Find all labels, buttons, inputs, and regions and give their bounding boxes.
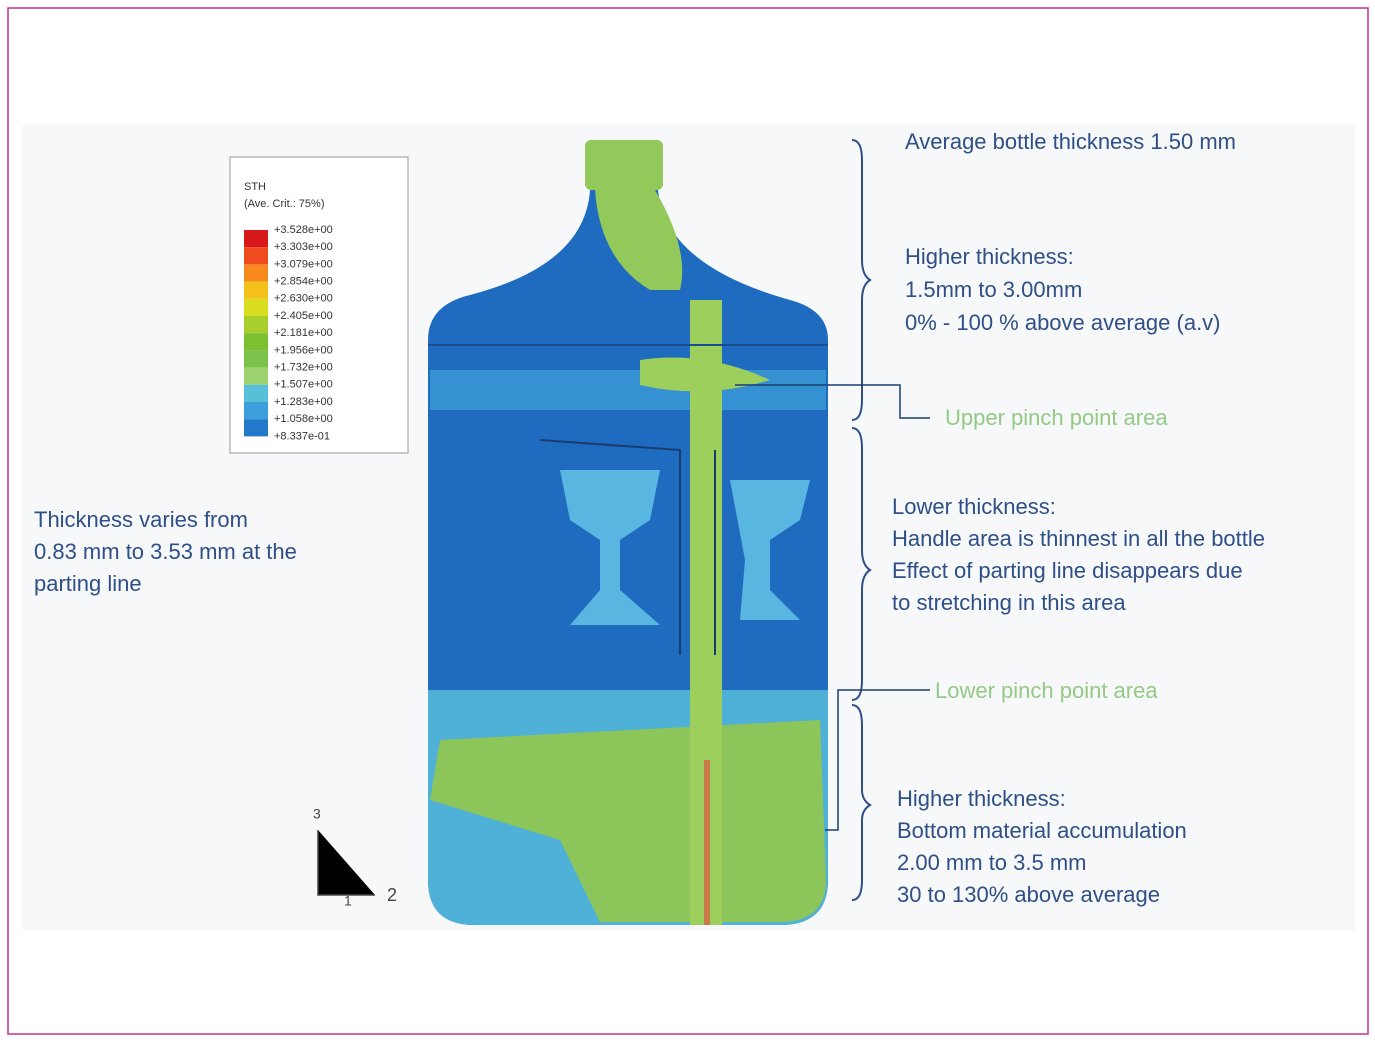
annotation-line: Bottom material accumulation	[897, 818, 1187, 843]
annotation-line: parting line	[34, 571, 142, 596]
legend-label: +2.630e+00	[274, 293, 333, 305]
legend-label: +1.058e+00	[274, 413, 333, 425]
legend-subtitle: (Ave. Crit.: 75%)	[244, 198, 325, 210]
annotation: Average bottle thickness 1.50 mm	[905, 129, 1236, 154]
annotation-line: 0% - 100 % above average (a.v)	[905, 310, 1221, 335]
bottle	[428, 140, 828, 925]
annotation-line: 30 to 130% above average	[897, 882, 1160, 907]
legend-label: +8.337e-01	[274, 430, 330, 442]
legend-swatch	[244, 247, 268, 265]
legend-swatch	[244, 264, 268, 282]
legend-swatch	[244, 281, 268, 299]
braces	[851, 139, 872, 901]
legend-label: +2.405e+00	[274, 310, 333, 322]
legend-label: +2.854e+00	[274, 276, 333, 288]
annotation-line: 0.83 mm to 3.53 mm at the	[34, 539, 297, 564]
annotation-line: Higher thickness:	[897, 786, 1066, 811]
annotation-line: Lower thickness:	[892, 494, 1056, 519]
axis-label: 3	[313, 806, 321, 822]
legend-swatch	[244, 333, 268, 351]
axis-label: 1	[344, 893, 352, 909]
pinch-label: Lower pinch point area	[935, 678, 1158, 703]
annotation-line: Higher thickness:	[905, 244, 1074, 269]
legend-label: +3.528e+00	[274, 224, 333, 236]
legend-swatch	[244, 316, 268, 334]
legend-swatch	[244, 230, 268, 248]
legend-swatch	[244, 350, 268, 368]
legend-label: +1.283e+00	[274, 396, 333, 408]
legend-label: +3.079e+00	[274, 258, 333, 270]
annotation-line: 1.5mm to 3.00mm	[905, 277, 1082, 302]
legend-label: +1.956e+00	[274, 344, 333, 356]
annotation-line: Effect of parting line disappears due	[892, 558, 1243, 583]
leaders	[735, 384, 930, 831]
legend-title: STH	[244, 181, 266, 193]
annotation-line: to stretching in this area	[892, 590, 1126, 615]
annotation-line: Handle area is thinnest in all the bottl…	[892, 526, 1265, 551]
axis-triad	[317, 830, 375, 896]
annotation-line: 2.00 mm to 3.5 mm	[897, 850, 1087, 875]
annotation-line: Thickness varies from	[34, 507, 248, 532]
legend-swatch	[244, 419, 268, 437]
legend: STH (Ave. Crit.: 75%) +3.528e+00 +3.303e+…	[229, 156, 409, 454]
legend-label: +1.732e+00	[274, 362, 333, 374]
legend-swatch	[244, 367, 268, 385]
legend-label: +2.181e+00	[274, 327, 333, 339]
legend-swatch	[244, 384, 268, 402]
legend-label: +1.507e+00	[274, 379, 333, 391]
legend-label: +3.303e+00	[274, 241, 333, 253]
pinch-label: Upper pinch point area	[945, 405, 1168, 430]
legend-swatch	[244, 298, 268, 316]
legend-swatch	[244, 402, 268, 420]
axis-label: 2	[387, 885, 397, 905]
